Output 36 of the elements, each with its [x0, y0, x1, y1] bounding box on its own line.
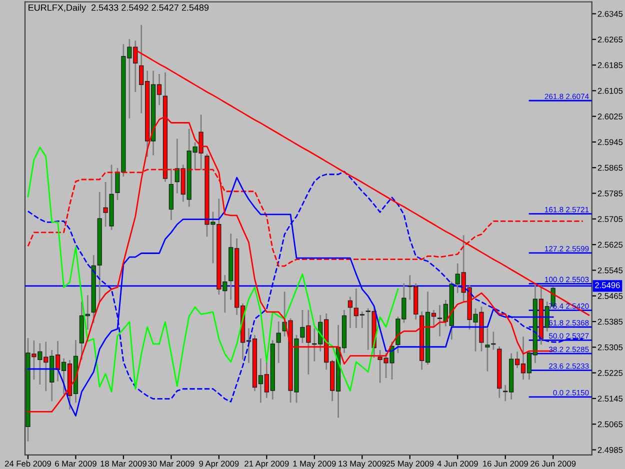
x-tick-label: 13 May 2009: [338, 460, 386, 468]
x-tick-label: 16 Jun 2009: [483, 460, 528, 467]
y-tick-label: 2.5865: [598, 164, 623, 171]
x-tick-label: 30 Mar 2009: [148, 460, 194, 467]
x-tick-label: 6 Mar 2009: [55, 460, 96, 467]
y-tick-label: 2.5945: [598, 139, 623, 146]
y-tick-label: 2.5305: [598, 344, 623, 350]
y-tick-label: 2.5705: [598, 216, 623, 222]
y-tick-label: 2.5145: [598, 396, 623, 402]
y-tick-label: 2.4985: [598, 447, 623, 453]
x-tick-label: 18 Mar 2009: [100, 460, 146, 467]
y-tick-label: 2.5545: [598, 267, 623, 274]
y-tick-label: 2.6185: [598, 62, 623, 68]
candlestick: [276, 321, 281, 363]
x-tick-label: 26 Jun 2009: [530, 460, 576, 467]
y-tick-label: 2.6265: [598, 36, 623, 42]
y-tick-label: 2.5465: [598, 293, 623, 299]
x-tick-label: 24 Feb 2009: [5, 460, 51, 467]
x-tick-label: 25 May 2009: [386, 460, 434, 468]
x-tick-label: 21 Apr 2009: [244, 460, 289, 468]
candlestick: [485, 328, 490, 372]
chart-title: EURLFX,Daily 2.5433 2.5492 2.5427 2.5489: [28, 4, 209, 13]
y-tick-label: 2.5785: [598, 190, 623, 196]
ref-line-label: 2.5496: [595, 282, 620, 288]
x-tick-label: 9 Apr 2009: [199, 460, 239, 468]
y-tick-label: 2.5385: [598, 318, 623, 325]
candlestick: [115, 168, 120, 200]
x-tick-label: 1 May 2009: [293, 460, 336, 468]
y-tick-label: 2.6025: [598, 114, 623, 120]
x-tick-label: 4 Jun 2009: [437, 460, 478, 467]
line-series: [27, 146, 399, 392]
y-tick-label: 2.6105: [598, 88, 623, 94]
y-tick-label: 2.5625: [598, 242, 623, 248]
y-tick-label: 2.5225: [598, 370, 623, 376]
y-tick-label: 2.5065: [598, 421, 623, 428]
y-tick-label: 2.6345: [598, 10, 623, 17]
